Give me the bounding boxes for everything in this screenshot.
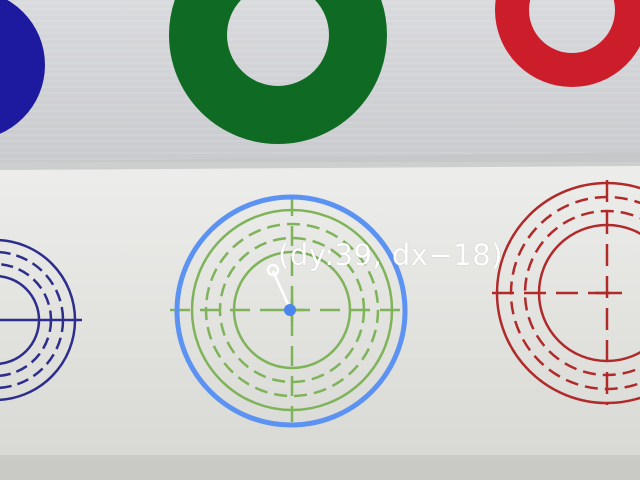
- offset-guide-line: [271, 270, 292, 310]
- blue-disc: [0, 0, 45, 134]
- center-marker: [284, 304, 296, 316]
- red-ring: [495, 0, 640, 87]
- offset-readout: (dy:39, dx−18): [278, 238, 503, 272]
- red-target: [492, 180, 640, 405]
- reference-point-marker: [266, 263, 280, 277]
- green-ring: [169, 0, 387, 144]
- detection-circle: [174, 194, 408, 428]
- green-target: [170, 196, 410, 422]
- blue-target: [0, 238, 82, 402]
